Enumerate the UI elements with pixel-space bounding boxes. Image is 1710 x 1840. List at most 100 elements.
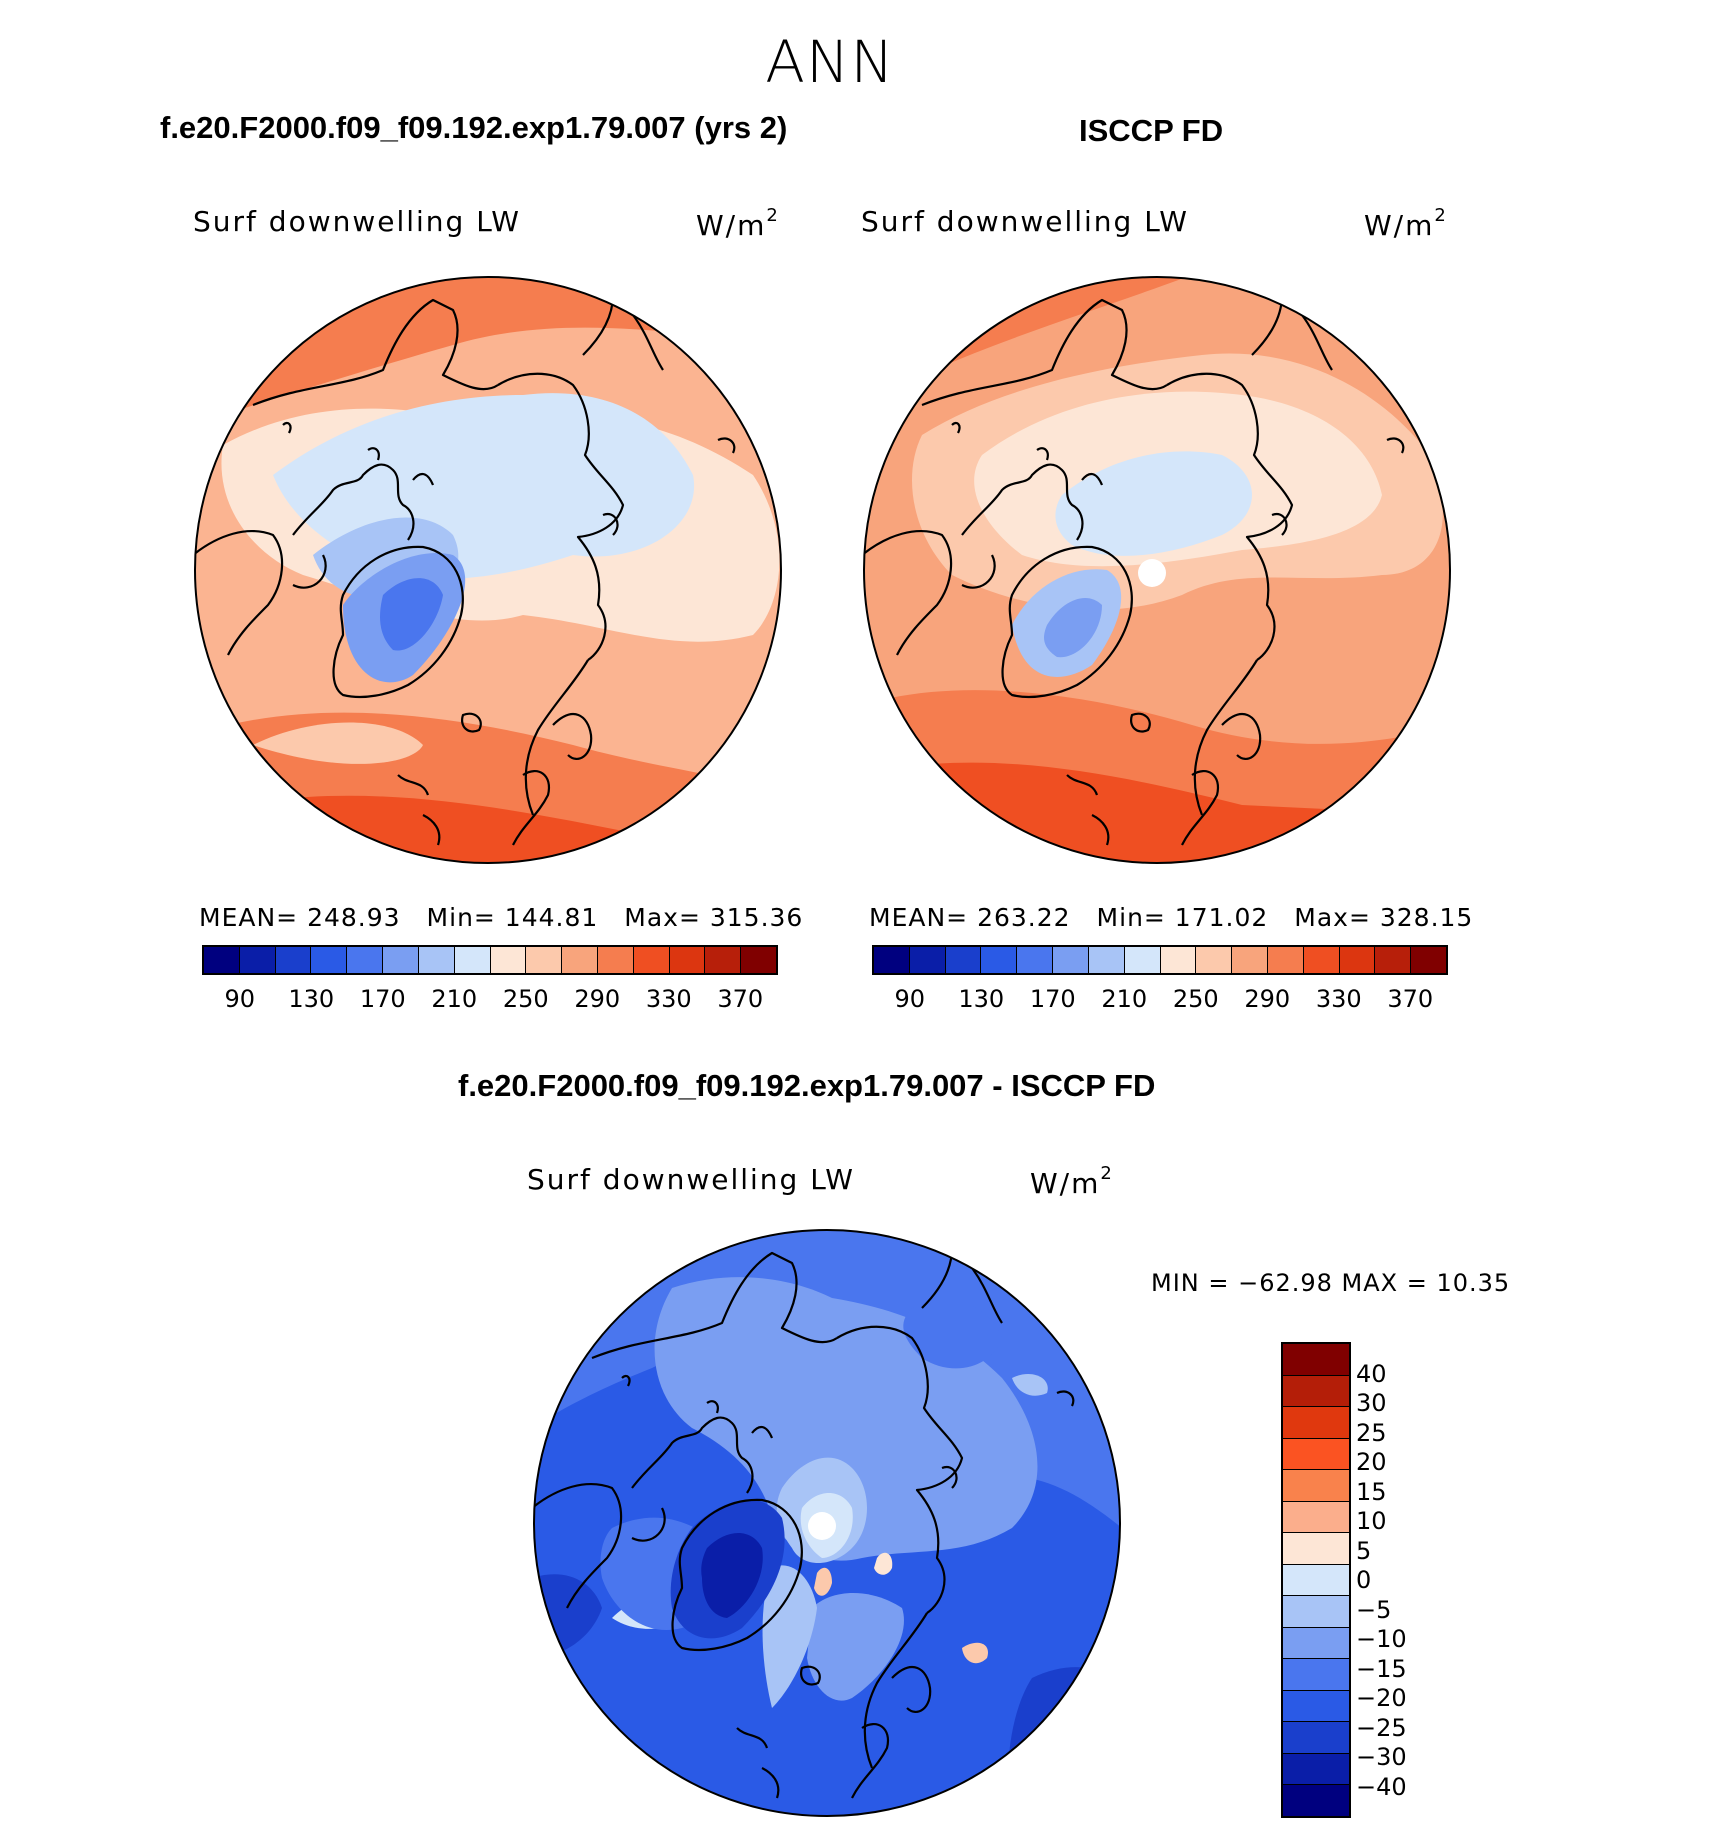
- colorbar-tick-label: 170: [359, 985, 406, 1013]
- colorbar-tick-label: 90: [894, 985, 926, 1013]
- obs-variable-label: Surf downwelling LW: [861, 205, 1189, 238]
- diff-colorbar: [1281, 1342, 1351, 1818]
- colorbar-tick-label: 250: [502, 985, 549, 1013]
- colorbar-swatch-15: [1411, 947, 1446, 973]
- colorbar-swatch-12: [633, 947, 670, 973]
- colorbar-tick-label: 130: [958, 985, 1005, 1013]
- colorbar-swatch-10: [562, 947, 598, 973]
- colorbar-swatch-8: [1160, 947, 1197, 973]
- obs-field: [864, 277, 1450, 863]
- model-max: Max= 315.36: [624, 903, 804, 932]
- colorbar-swatch-14: [705, 947, 742, 973]
- colorbar-tick-label: 10: [1356, 1507, 1387, 1535]
- colorbar-swatch-7: [454, 947, 491, 973]
- colorbar-swatch-1: [239, 947, 276, 973]
- obs-colorbar: [872, 945, 1448, 975]
- obs-max: Max= 328.15: [1294, 903, 1474, 932]
- colorbar-swatch-4: [1283, 1470, 1349, 1502]
- diff-coastlines: [534, 1247, 1075, 1799]
- colorbar-swatch-0: [1283, 1344, 1349, 1376]
- colorbar-tick-label: 330: [1315, 985, 1362, 1013]
- model-coastlines: [195, 294, 736, 846]
- colorbar-tick-label: 170: [1029, 985, 1076, 1013]
- obs-min: Min= 171.02: [1096, 903, 1269, 932]
- diff-variable-label: Surf downwelling LW: [527, 1163, 855, 1196]
- colorbar-swatch-6: [418, 947, 455, 973]
- colorbar-swatch-13: [1283, 1753, 1349, 1786]
- colorbar-tick-label: 30: [1356, 1389, 1387, 1417]
- obs-mean: MEAN= 263.22: [869, 903, 1071, 932]
- colorbar-swatch-1: [909, 947, 946, 973]
- colorbar-tick-label: 370: [717, 985, 764, 1013]
- colorbar-swatch-10: [1232, 947, 1268, 973]
- colorbar-swatch-7: [1283, 1564, 1349, 1597]
- colorbar-swatch-12: [1303, 947, 1340, 973]
- colorbar-swatch-9: [1283, 1627, 1349, 1660]
- diff-panel-title: f.e20.F2000.f09_f09.192.exp1.79.007 - IS…: [458, 1068, 1156, 1103]
- obs-units-label: W/m2: [1364, 205, 1448, 242]
- model-colorbar: [202, 945, 778, 975]
- obs-stats: MEAN= 263.22 Min= 171.02 Max= 328.15: [869, 903, 1499, 932]
- colorbar-tick-label: −30: [1356, 1743, 1407, 1771]
- model-mean: MEAN= 248.93: [199, 903, 401, 932]
- colorbar-swatch-5: [1053, 947, 1089, 973]
- colorbar-tick-label: −15: [1356, 1654, 1407, 1683]
- colorbar-tick-label: 290: [1244, 985, 1291, 1013]
- colorbar-swatch-5: [383, 947, 419, 973]
- colorbar-tick-label: 40: [1356, 1359, 1387, 1388]
- page-title: ANN: [765, 28, 895, 96]
- colorbar-tick-label: 250: [1172, 985, 1219, 1013]
- model-min: Min= 144.81: [426, 903, 599, 932]
- colorbar-swatch-14: [1375, 947, 1412, 973]
- colorbar-swatch-13: [1339, 947, 1376, 973]
- colorbar-swatch-15: [741, 947, 776, 973]
- colorbar-swatch-4: [1017, 947, 1054, 973]
- colorbar-tick-label: 90: [224, 985, 256, 1013]
- colorbar-swatch-9: [1196, 947, 1233, 973]
- colorbar-tick-label: 5: [1356, 1536, 1372, 1565]
- colorbar-tick-label: 370: [1387, 985, 1434, 1013]
- colorbar-swatch-0: [204, 947, 240, 973]
- model-units-label: W/m2: [696, 205, 780, 242]
- colorbar-tick-label: 130: [288, 985, 335, 1013]
- colorbar-tick-label: −25: [1356, 1713, 1407, 1742]
- colorbar-swatch-1: [1283, 1375, 1349, 1408]
- colorbar-swatch-2: [1283, 1407, 1349, 1439]
- colorbar-tick-label: 25: [1356, 1418, 1387, 1447]
- colorbar-tick-label: −5: [1356, 1595, 1392, 1624]
- obs-panel-title: ISCCP FD: [1079, 113, 1224, 148]
- colorbar-swatch-8: [1283, 1596, 1349, 1628]
- colorbar-swatch-5: [1283, 1501, 1349, 1534]
- colorbar-tick-label: −10: [1356, 1625, 1407, 1653]
- colorbar-swatch-11: [597, 947, 634, 973]
- diff-polar-map: [533, 1229, 1121, 1817]
- colorbar-tick-label: 330: [645, 985, 692, 1013]
- colorbar-swatch-11: [1283, 1690, 1349, 1723]
- colorbar-swatch-3: [981, 947, 1018, 973]
- colorbar-swatch-14: [1283, 1785, 1349, 1816]
- colorbar-tick-label: −40: [1356, 1772, 1407, 1801]
- model-panel-title: f.e20.F2000.f09_f09.192.exp1.79.007 (yrs…: [160, 110, 788, 145]
- colorbar-swatch-2: [275, 947, 312, 973]
- model-polar-map: [194, 276, 782, 864]
- colorbar-tick-label: 210: [1101, 985, 1148, 1013]
- diff-minmax: MIN = −62.98 MAX = 10.35: [1151, 1269, 1511, 1297]
- colorbar-tick-label: 0: [1356, 1566, 1372, 1594]
- colorbar-swatch-0: [874, 947, 910, 973]
- colorbar-swatch-7: [1124, 947, 1161, 973]
- obs-coastlines: [864, 294, 1405, 846]
- colorbar-swatch-4: [347, 947, 384, 973]
- colorbar-swatch-10: [1283, 1659, 1349, 1691]
- colorbar-swatch-2: [945, 947, 982, 973]
- colorbar-swatch-8: [490, 947, 527, 973]
- colorbar-swatch-3: [1283, 1438, 1349, 1471]
- colorbar-swatch-3: [311, 947, 348, 973]
- colorbar-tick-label: 15: [1356, 1477, 1387, 1506]
- colorbar-swatch-12: [1283, 1722, 1349, 1754]
- colorbar-tick-label: 290: [574, 985, 621, 1013]
- diff-units-label: W/m2: [1030, 1163, 1114, 1200]
- colorbar-swatch-6: [1088, 947, 1125, 973]
- obs-polar-map: [863, 276, 1451, 864]
- colorbar-swatch-6: [1283, 1533, 1349, 1565]
- model-variable-label: Surf downwelling LW: [193, 205, 521, 238]
